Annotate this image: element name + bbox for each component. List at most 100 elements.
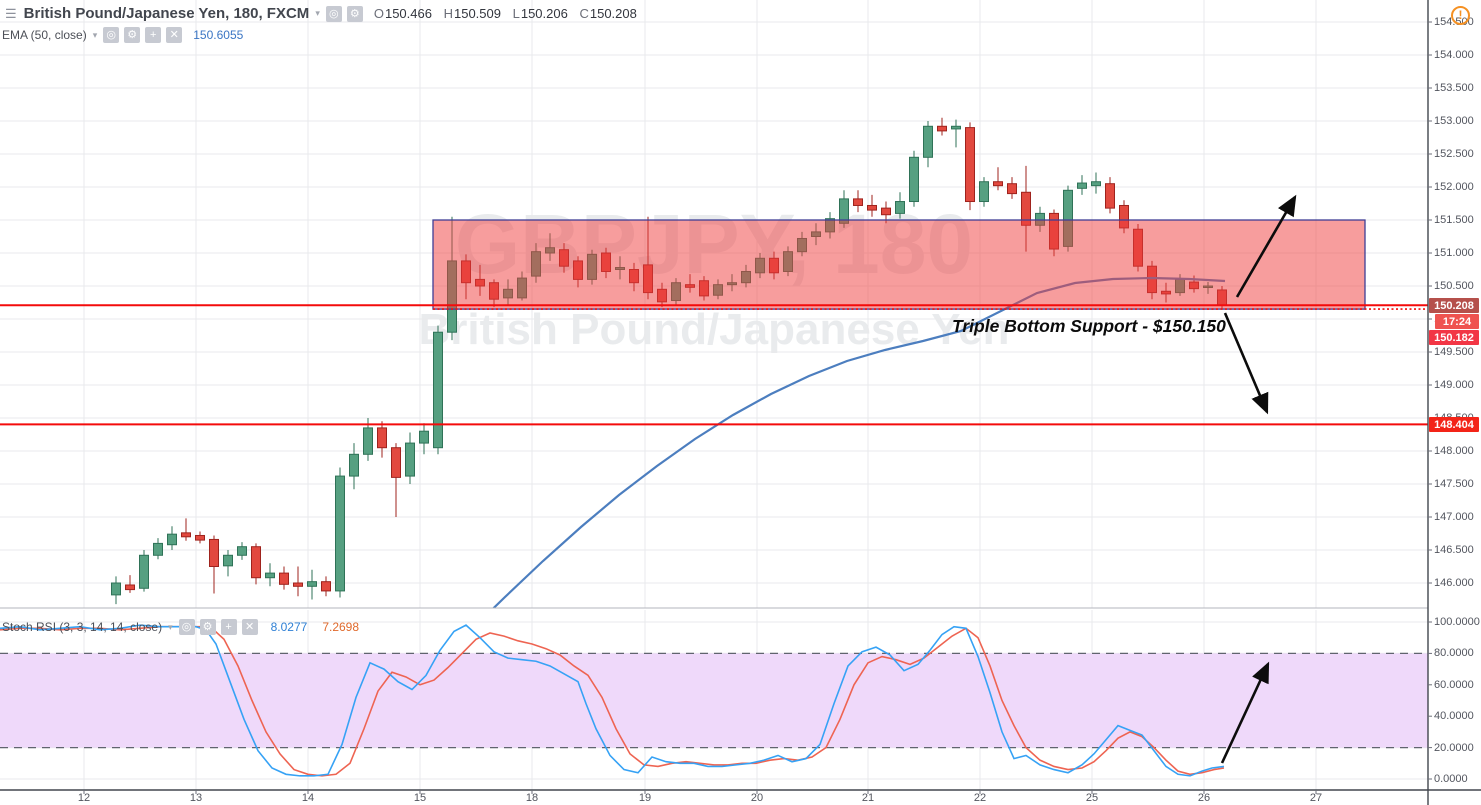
candle <box>209 538 219 568</box>
symbol-header: ☰ British Pound/Japanese Yen, 180, FXCM … <box>5 5 637 22</box>
candle <box>293 582 303 587</box>
candle <box>993 181 1003 187</box>
breakout-up-arrow[interactable] <box>1235 194 1297 298</box>
open-label: O <box>373 6 384 21</box>
candle <box>867 204 877 211</box>
price-tick-label: 146.500 <box>1434 544 1474 556</box>
visibility-icon[interactable]: ◎ <box>178 619 195 635</box>
chevron-down-icon[interactable]: ▾ <box>92 29 98 40</box>
stoch-d-line <box>0 625 1225 777</box>
candle <box>923 125 933 158</box>
candle <box>181 532 191 538</box>
stoch-tick-label: 0.0000 <box>1434 773 1468 785</box>
last-price-label: 150.182 <box>1429 330 1479 346</box>
close-icon[interactable]: ✕ <box>241 619 258 635</box>
stoch-d-value: 7.2698 <box>322 620 360 634</box>
low-label: L <box>512 6 520 21</box>
time-tick-label: 26 <box>1197 792 1211 804</box>
close-icon[interactable]: ✕ <box>166 27 183 43</box>
ema-title[interactable]: EMA (50, close) <box>2 28 87 42</box>
settings-gear-icon[interactable]: ⚙ <box>199 619 216 635</box>
ema-header: EMA (50, close) ▾ ◎ ⚙ + ✕ 150.6055 <box>2 27 243 43</box>
stoch-k-value: 8.0277 <box>270 620 308 634</box>
chart-menu-icon[interactable]: ☰ <box>5 5 17 21</box>
candle <box>895 201 905 214</box>
candle <box>881 207 891 216</box>
stoch-tick-label: 60.0000 <box>1434 678 1474 691</box>
price-tick-label: 150.500 <box>1434 280 1474 292</box>
stoch-tick-label: 80.0000 <box>1434 647 1474 660</box>
candle <box>363 427 373 455</box>
stoch-reversal-arrow[interactable] <box>1220 661 1270 764</box>
price-tick-label: 152.500 <box>1434 148 1474 160</box>
candle <box>909 156 919 203</box>
support-line-label: 148.404 <box>1429 417 1479 433</box>
add-icon[interactable]: + <box>145 27 162 43</box>
visibility-icon[interactable]: ◎ <box>325 5 342 22</box>
price-tick-label: 154.000 <box>1434 49 1474 61</box>
stoch-tick-label: 20.0000 <box>1434 741 1474 754</box>
low-value: 150.206 <box>520 6 568 21</box>
stoch-rsi-header: Stoch RSI (3, 3, 14, 14, close) ▾ ◎ ⚙ + … <box>2 619 359 635</box>
candle <box>377 427 387 449</box>
price-tick-label: 151.000 <box>1434 247 1474 259</box>
stoch-tick-label: 100.0000 <box>1434 616 1480 628</box>
candle <box>125 584 135 591</box>
candle <box>321 581 331 592</box>
open-value: 150.466 <box>384 6 432 21</box>
candle <box>111 582 121 596</box>
time-tick-label: 27 <box>1309 792 1323 804</box>
candle <box>139 554 149 589</box>
candle <box>979 181 989 203</box>
triple-bottom-annotation[interactable]: Triple Bottom Support - $150.150 <box>952 316 1226 336</box>
time-tick-label: 25 <box>1085 792 1099 804</box>
breakdown-arrow[interactable] <box>1223 312 1269 415</box>
time-tick-label: 13 <box>189 792 203 804</box>
ohlc-readout: O150.466 H150.509 L150.206 C150.208 <box>374 6 637 21</box>
price-tick-label: 149.000 <box>1434 379 1474 391</box>
close-value: 150.208 <box>589 6 637 21</box>
candle <box>195 534 205 541</box>
price-tick-label: 152.000 <box>1434 181 1474 193</box>
alert-warning-icon[interactable]: ! <box>1451 6 1470 25</box>
settings-gear-icon[interactable]: ⚙ <box>346 5 363 22</box>
high-label: H <box>443 6 453 21</box>
price-tick-label: 147.000 <box>1434 511 1474 523</box>
price-line-label: 150.208 <box>1429 298 1479 314</box>
candle <box>307 581 317 587</box>
candle <box>1091 181 1101 187</box>
candle <box>349 453 359 477</box>
stoch-rsi-title[interactable]: Stoch RSI (3, 3, 14, 14, close) <box>2 620 163 634</box>
candle <box>391 447 401 478</box>
chevron-down-icon[interactable]: ▾ <box>168 621 173 632</box>
candle <box>335 475 345 592</box>
settings-gear-icon[interactable]: ⚙ <box>124 27 141 43</box>
time-tick-label: 20 <box>750 792 764 804</box>
candle <box>965 127 975 203</box>
chevron-down-icon[interactable]: ▾ <box>315 8 320 18</box>
price-tick-label: 148.000 <box>1434 445 1474 457</box>
candle <box>1007 183 1017 195</box>
candle <box>153 542 163 556</box>
stoch-band <box>0 653 1428 748</box>
visibility-icon[interactable]: ◎ <box>103 27 120 43</box>
candle <box>405 442 415 477</box>
candle <box>951 125 961 130</box>
price-tick-label: 149.500 <box>1434 346 1474 358</box>
close-label: C <box>579 6 589 21</box>
time-tick-label: 18 <box>525 792 539 804</box>
high-value: 150.509 <box>453 6 501 21</box>
stoch-k-line <box>0 624 1225 777</box>
price-tick-label: 147.500 <box>1434 478 1474 490</box>
candle <box>237 546 247 556</box>
resistance-zone[interactable] <box>432 219 1366 310</box>
time-tick-label: 14 <box>301 792 315 804</box>
add-icon[interactable]: + <box>220 619 237 635</box>
candle <box>1077 182 1087 189</box>
candle <box>853 198 863 206</box>
price-tick-label: 153.500 <box>1434 82 1474 94</box>
symbol-title[interactable]: British Pound/Japanese Yen, 180, FXCM <box>23 5 310 22</box>
time-tick-label: 21 <box>861 792 875 804</box>
